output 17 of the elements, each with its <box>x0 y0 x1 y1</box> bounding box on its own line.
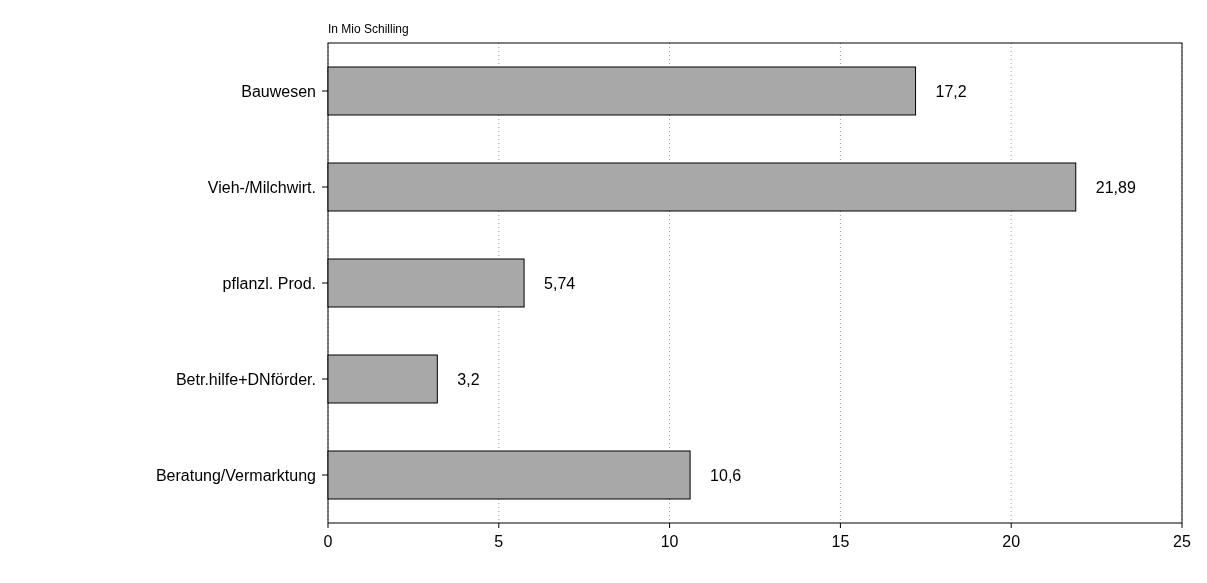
x-tick-label: 25 <box>1173 533 1191 550</box>
x-tick-label: 5 <box>494 533 504 550</box>
y-tick-label: Vieh-/Milchwirt. <box>207 178 316 196</box>
y-tick-label: Betr.hilfe+DNförder. <box>175 370 316 388</box>
x-tick-label: 0 <box>323 533 333 550</box>
x-axis-title: In Mio Schilling <box>328 22 409 36</box>
y-tick-label: Bauwesen <box>241 82 316 100</box>
data-label: 21,89 <box>1095 178 1136 196</box>
data-label: 10,6 <box>710 466 742 484</box>
x-tick-label: 20 <box>1002 533 1021 550</box>
y-tick-label: Beratung/Vermarktung <box>155 466 316 484</box>
data-label: 5,74 <box>544 274 576 292</box>
y-tick-label: pflanzl. Prod. <box>222 274 316 292</box>
x-tick-label: 15 <box>831 533 850 550</box>
x-tick-label: 10 <box>660 533 679 550</box>
data-label: 3,2 <box>457 370 480 388</box>
data-label: 17,2 <box>935 82 967 100</box>
